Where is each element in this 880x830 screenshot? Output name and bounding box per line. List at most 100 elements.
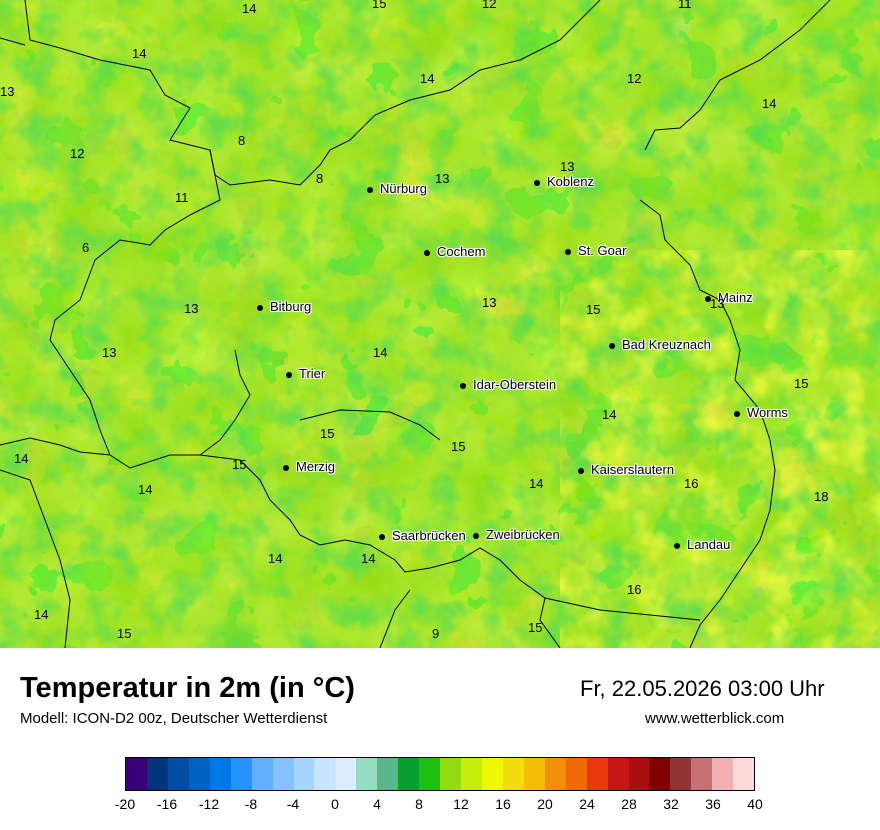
legend-tick-label: -20 <box>114 796 136 812</box>
temperature-value: 14 <box>529 476 544 491</box>
forecast-datetime: Fr, 22.05.2026 03:00 Uhr <box>580 676 825 701</box>
city-marker[interactable] <box>257 305 263 311</box>
city-label: Merzig <box>296 459 336 474</box>
legend-swatch <box>544 758 566 790</box>
temperature-value: 14 <box>361 551 376 566</box>
temperature-value: 8 <box>238 133 246 148</box>
legend-swatch <box>126 758 147 790</box>
legend-swatch <box>146 758 168 790</box>
temperature-value: 15 <box>586 302 601 317</box>
map-canvas <box>0 0 880 648</box>
city-marker[interactable] <box>367 187 373 193</box>
temperature-value: 13 <box>435 171 450 186</box>
legend-swatch <box>167 758 189 790</box>
city-marker[interactable] <box>379 534 385 540</box>
legend-swatch <box>440 758 461 790</box>
temperature-map[interactable]: Nürburg Koblenz Cochem St. Goar Bitburg Mainz… <box>0 0 880 648</box>
temperature-value: 13 <box>102 345 117 360</box>
temperature-value: 15 <box>232 457 247 472</box>
temperature-value: 13 <box>560 159 575 174</box>
city-marker[interactable] <box>424 250 430 256</box>
temperature-value: 11 <box>678 0 692 11</box>
temperature-value: 15 <box>372 0 387 11</box>
city-marker[interactable] <box>674 543 680 549</box>
legend-swatch <box>607 758 629 790</box>
temperature-value: 15 <box>528 620 543 635</box>
city-label: Mainz <box>718 290 753 305</box>
temperature-value: 12 <box>627 71 642 86</box>
temperature-value: 14 <box>268 551 283 566</box>
city-marker[interactable] <box>565 249 571 255</box>
legend-swatch <box>272 758 294 790</box>
city-marker[interactable] <box>609 343 615 349</box>
city-marker[interactable] <box>578 468 584 474</box>
legend-swatch <box>586 758 608 790</box>
temperature-value: 14 <box>242 1 257 16</box>
legend-swatch <box>209 758 231 790</box>
legend-tick-label: 32 <box>663 796 679 812</box>
legend-tick-label: -12 <box>198 796 220 812</box>
legend-tick-label: -8 <box>244 796 258 812</box>
temperature-value: 13 <box>0 84 15 99</box>
temperature-value: 18 <box>814 489 829 504</box>
legend-swatch <box>356 758 378 790</box>
legend-swatch <box>251 758 273 790</box>
website-link[interactable]: www.wetterblick.com <box>645 710 785 727</box>
temperature-value: 15 <box>451 439 466 454</box>
city-label: Bad Kreuznach <box>622 337 711 352</box>
legend-tick-label: 4 <box>373 796 381 812</box>
legend-tick-label: 24 <box>579 796 595 812</box>
temperature-value: 13 <box>184 301 199 316</box>
temperature-value: 14 <box>14 451 29 466</box>
temperature-value: 9 <box>432 626 440 641</box>
temperature-value: 14 <box>34 607 49 622</box>
legend-swatch <box>293 758 315 790</box>
map-title: Temperatur in 2m (in °C) <box>20 672 355 704</box>
city-marker[interactable] <box>734 411 740 417</box>
border-lines <box>0 0 831 648</box>
city-marker[interactable] <box>534 180 540 186</box>
legend-swatch <box>398 758 420 790</box>
temperature-value: 15 <box>320 426 335 441</box>
city-marker[interactable] <box>473 533 479 539</box>
legend-tick-label: 8 <box>415 796 423 812</box>
city-label: Idar-Oberstein <box>473 377 557 392</box>
legend-swatch <box>188 758 210 790</box>
city-label: Trier <box>299 366 326 381</box>
legend-swatch <box>691 758 713 790</box>
city-marker[interactable] <box>286 372 292 378</box>
temperature-value: 16 <box>684 476 699 491</box>
city-marker[interactable] <box>283 465 289 471</box>
temperature-value: 15 <box>794 376 809 391</box>
legend-swatch <box>481 758 503 790</box>
temperature-value: 8 <box>316 171 324 186</box>
legend-swatch <box>565 758 587 790</box>
legend-swatch <box>502 758 524 790</box>
city-marker[interactable] <box>460 383 466 389</box>
temperature-value: 14 <box>132 46 147 61</box>
legend-tick-label: 0 <box>331 796 339 812</box>
legend-swatch <box>461 758 482 790</box>
legend-swatch <box>230 758 252 790</box>
city-label: Saarbrücken <box>392 528 466 543</box>
color-legend <box>125 757 755 791</box>
legend-swatch <box>733 758 755 790</box>
city-marker[interactable] <box>705 296 711 302</box>
legend-swatch <box>419 758 441 790</box>
legend-swatch <box>335 758 357 790</box>
temperature-value: 6 <box>82 240 90 255</box>
temperature-value: 12 <box>70 146 85 161</box>
city-label: Kaiserslautern <box>591 462 675 477</box>
legend-swatch <box>314 758 336 790</box>
legend-swatch <box>670 758 692 790</box>
legend-swatch <box>523 758 545 790</box>
legend-swatch <box>712 758 734 790</box>
legend-tick-label: 12 <box>453 796 469 812</box>
temperature-value: 15 <box>117 626 132 641</box>
legend-tick-label: 40 <box>747 796 763 812</box>
city-label: Landau <box>687 537 731 552</box>
legend-tick-label: -16 <box>156 796 178 812</box>
temperature-value: 14 <box>762 96 777 111</box>
legend-tick-label: 20 <box>537 796 553 812</box>
legend-tick-label: 16 <box>495 796 511 812</box>
